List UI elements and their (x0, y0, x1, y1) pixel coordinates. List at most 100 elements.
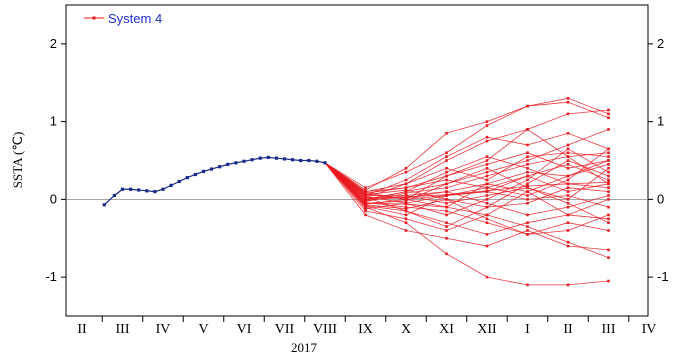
forecast-point (485, 201, 489, 205)
forecast-point (485, 205, 489, 209)
month-label: V (198, 322, 208, 337)
forecast-line (324, 162, 609, 200)
y-tick-label-right: 2 (657, 36, 664, 51)
forecast-point (607, 147, 610, 151)
forecast-point (607, 108, 610, 112)
forecast-point (404, 166, 408, 170)
forecast-line (324, 162, 609, 231)
forecast-line (324, 162, 609, 235)
forecast-line (324, 101, 609, 189)
forecast-point (364, 188, 367, 192)
forecast-point (364, 207, 367, 211)
forecast-point (485, 190, 489, 193)
observed-point (137, 188, 141, 192)
forecast-point (607, 248, 610, 252)
forecast-point (607, 170, 610, 174)
month-label: VI (237, 322, 252, 337)
forecast-point (445, 229, 448, 232)
forecast-point (445, 205, 448, 209)
forecast-point (526, 221, 529, 224)
forecast-point (566, 229, 570, 232)
forecast-point (364, 186, 367, 190)
forecast-point (566, 213, 570, 217)
y-tick-label-right: -1 (657, 269, 669, 284)
forecast-point (566, 201, 570, 205)
forecast-point (445, 151, 448, 155)
forecast-point (445, 209, 448, 213)
forecast-point (404, 196, 408, 200)
forecast-point (607, 194, 610, 197)
forecast-line (324, 162, 609, 286)
observed-point (218, 165, 222, 169)
forecast-line (324, 162, 609, 251)
forecast-point (526, 182, 529, 186)
forecast-line (324, 162, 609, 210)
forecast-point (566, 97, 570, 100)
forecast-line (324, 162, 609, 220)
forecast-point (404, 217, 408, 221)
y-tick-label-left: 2 (50, 36, 57, 51)
forecast-point (526, 159, 529, 162)
month-label: IX (358, 322, 373, 337)
observed-point (299, 158, 303, 163)
forecast-point (445, 236, 448, 240)
observed-point (274, 156, 278, 160)
forecast-point (566, 182, 570, 186)
forecast-point (526, 178, 529, 182)
forecast-point (485, 275, 489, 279)
observed-point (185, 176, 189, 180)
y-tick-label-left: -1 (45, 269, 57, 284)
y-axis-left: -1 0 1 2 (45, 36, 66, 284)
forecast-point (526, 186, 529, 190)
forecast-point (445, 174, 448, 178)
forecast-point (526, 213, 529, 217)
forecast-point (566, 186, 570, 190)
forecast-point (485, 186, 489, 190)
forecast-line (324, 109, 609, 193)
forecast-point (445, 159, 448, 162)
forecast-point (526, 151, 529, 155)
forecast-point (485, 217, 489, 221)
y-axis-right: -1 0 1 2 (648, 36, 669, 284)
observed-point (242, 159, 246, 163)
observed-point (323, 161, 327, 165)
forecast-point (445, 155, 448, 158)
forecast-series-group (324, 97, 610, 287)
forecast-point (485, 170, 489, 174)
forecast-point (607, 180, 610, 184)
forecast-point (445, 178, 448, 182)
forecast-point (404, 229, 408, 232)
forecast-point (445, 225, 448, 228)
forecast-point (404, 207, 408, 211)
forecast-point (607, 178, 610, 182)
forecast-point (566, 131, 570, 135)
observed-point (145, 189, 149, 193)
forecast-point (607, 163, 610, 166)
forecast-point (607, 166, 610, 170)
observed-series-group (102, 155, 327, 207)
observed-point (307, 158, 311, 163)
observed-point (315, 159, 319, 163)
forecast-point (526, 201, 529, 205)
month-label: VII (275, 322, 295, 337)
forecast-point (485, 233, 489, 236)
month-label: XII (477, 322, 497, 337)
forecast-point (526, 104, 529, 108)
legend-label: System 4 (108, 11, 162, 26)
y-tick-label-right: 0 (657, 191, 664, 206)
forecast-point (607, 198, 610, 201)
forecast-point (404, 188, 408, 192)
month-label: IV (642, 322, 657, 337)
forecast-point (364, 194, 367, 197)
observed-line (103, 156, 326, 206)
forecast-line (324, 129, 609, 200)
forecast-point (445, 221, 448, 224)
forecast-point (607, 112, 610, 116)
forecast-point (566, 155, 570, 158)
forecast-point (404, 191, 408, 195)
plot-frame (65, 4, 649, 317)
forecast-point (404, 199, 408, 203)
observed-point (210, 167, 214, 171)
forecast-line (324, 162, 609, 235)
